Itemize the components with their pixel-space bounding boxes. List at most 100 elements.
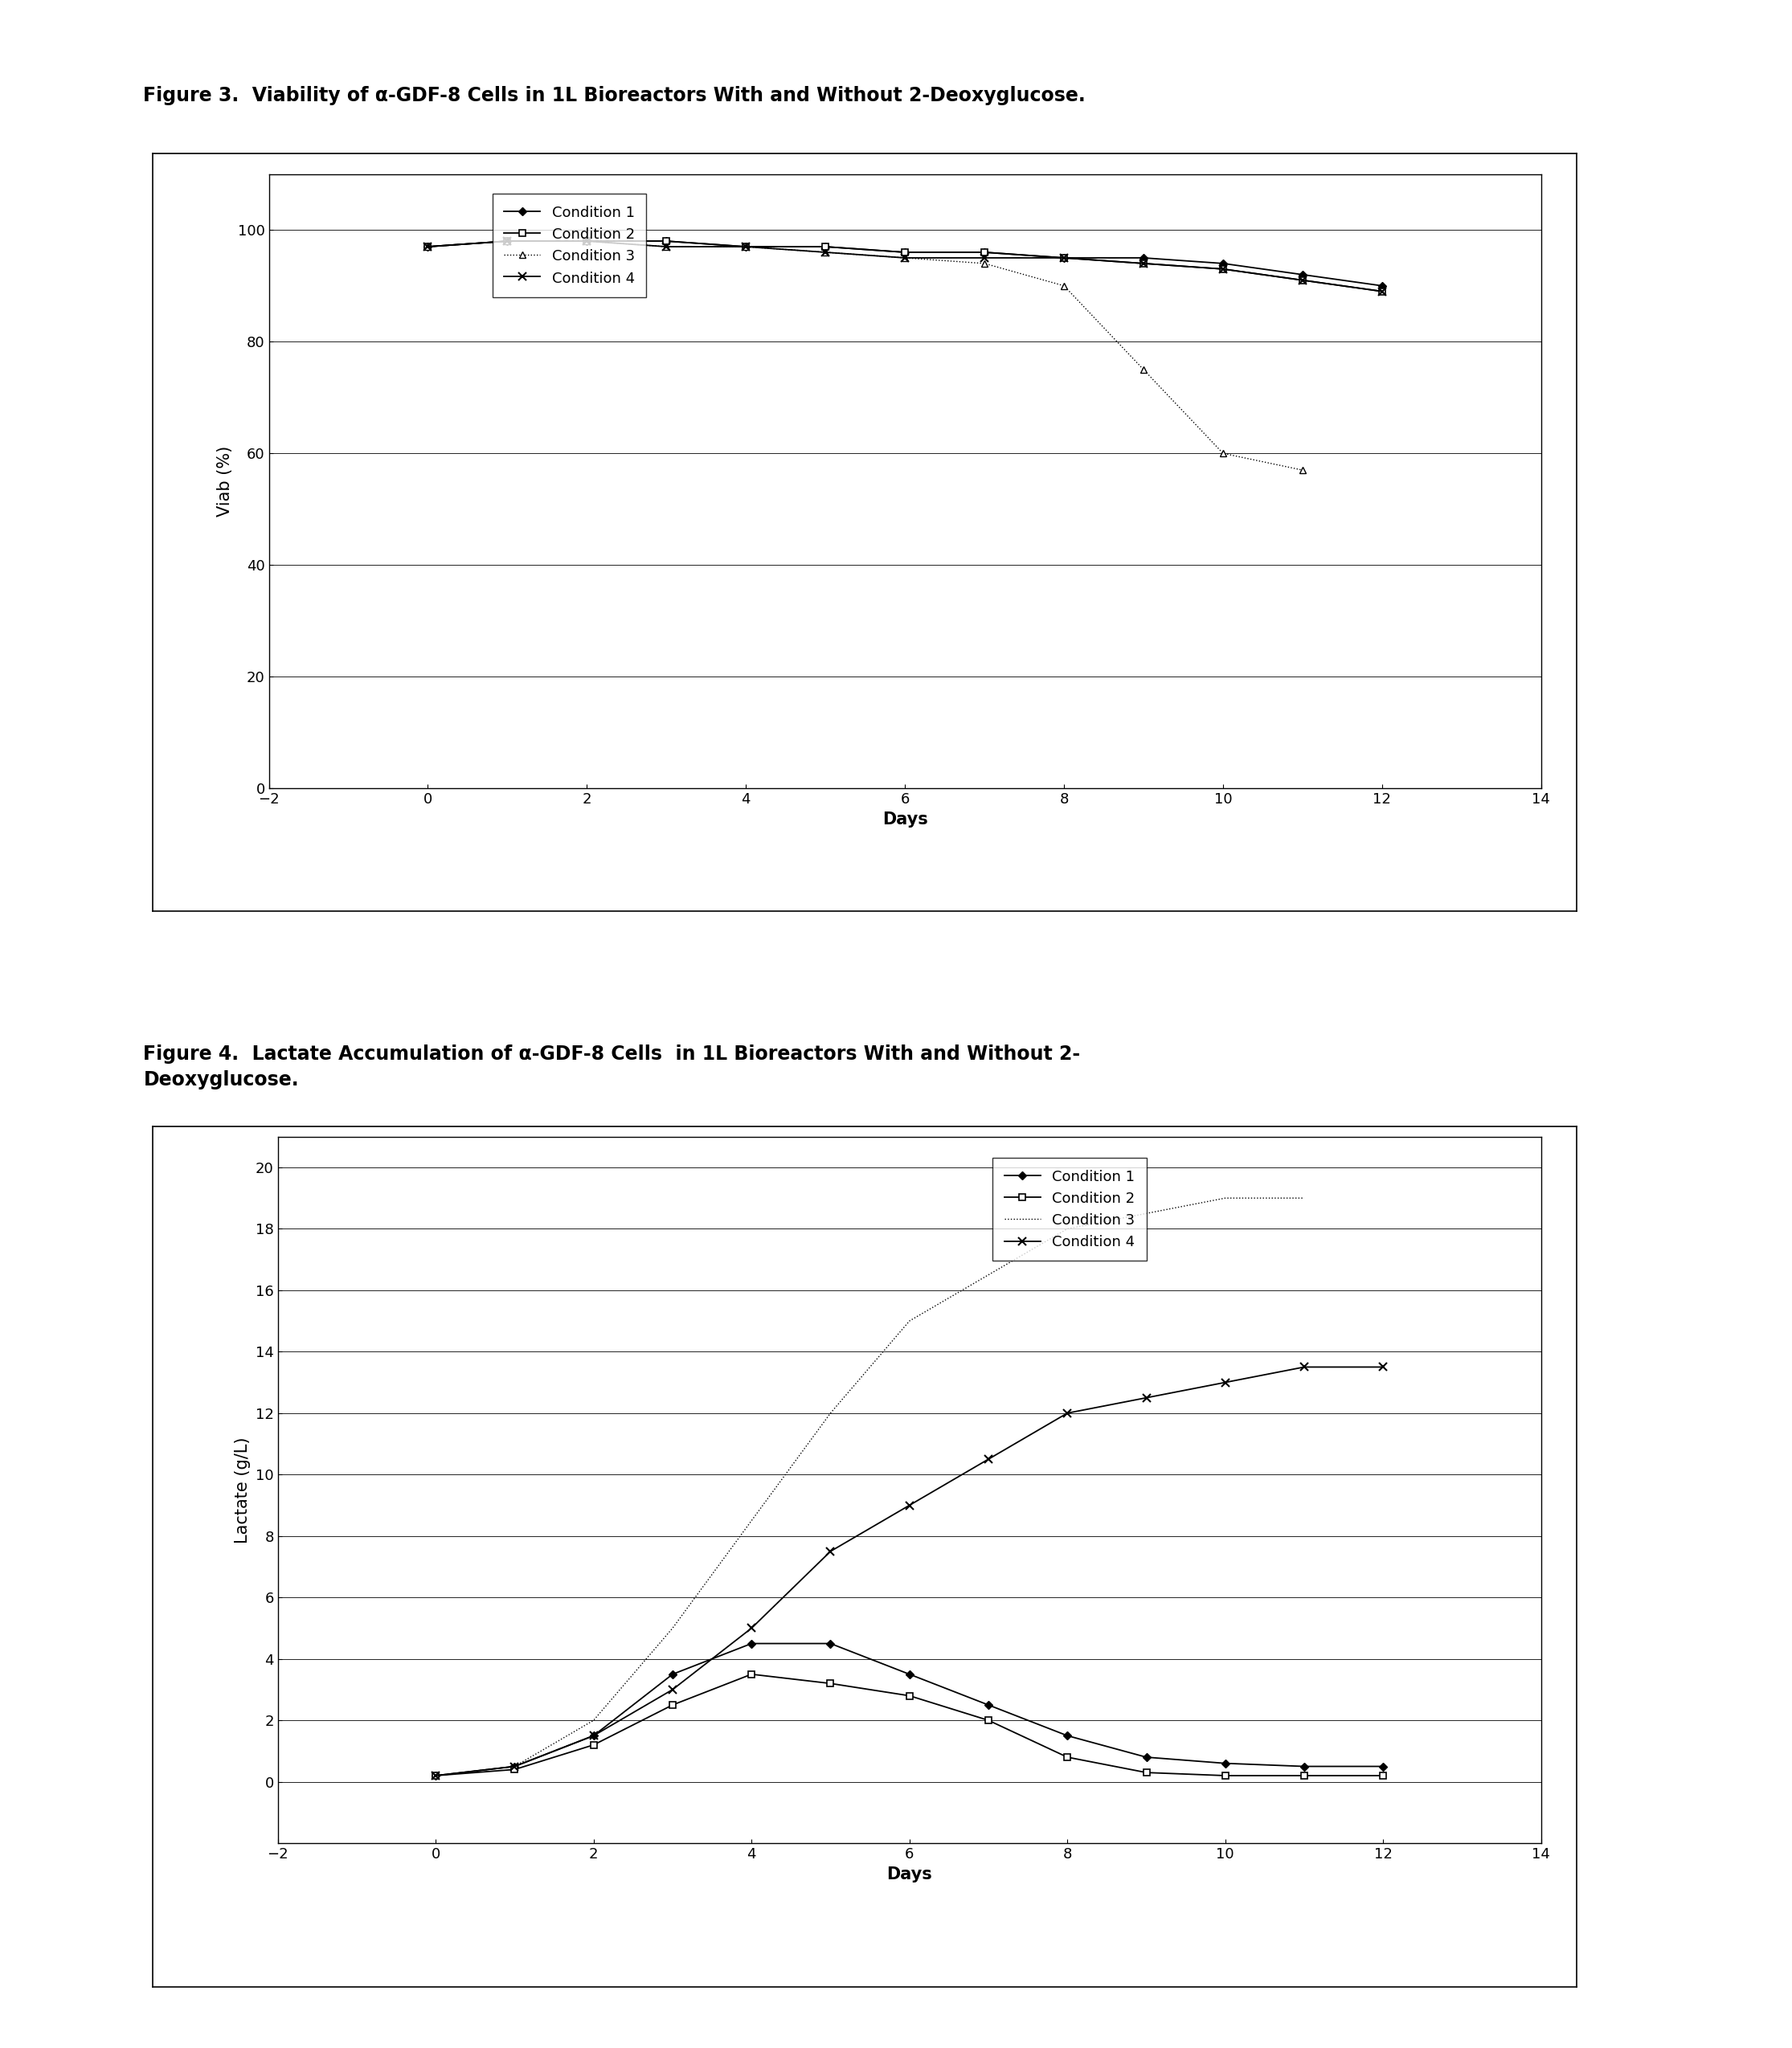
Condition 4 — [418, 233, 439, 258]
Condition 4 — [815, 240, 837, 264]
Condition 3 — [900, 1309, 921, 1333]
Condition 3 — [815, 240, 837, 264]
Condition 1 — [418, 233, 439, 258]
Condition 3 — [1057, 1217, 1079, 1241]
Condition 1 — [661, 1663, 683, 1688]
Condition 1 — [656, 229, 677, 254]
Condition 2 — [1215, 1763, 1236, 1788]
Condition 3 — [978, 1262, 1000, 1288]
Condition 4 — [900, 1493, 921, 1518]
Line: Condition 2: Condition 2 — [432, 1671, 1387, 1780]
Condition 2 — [1371, 279, 1392, 303]
Condition 1 — [1215, 1751, 1236, 1776]
Condition 4 — [1211, 256, 1233, 281]
Condition 1 — [577, 229, 599, 254]
Condition 3 — [577, 229, 599, 254]
Condition 2 — [582, 1733, 604, 1757]
Condition 2 — [1373, 1763, 1394, 1788]
Condition 2 — [1057, 1745, 1079, 1769]
Condition 3 — [504, 1753, 525, 1778]
Condition 1 — [894, 240, 916, 264]
Condition 4 — [656, 233, 677, 258]
Condition 4 — [1294, 1356, 1315, 1380]
Line: Condition 2: Condition 2 — [425, 238, 1385, 295]
Condition 2 — [973, 240, 995, 264]
Y-axis label: Lactate (g/L): Lactate (g/L) — [235, 1438, 251, 1542]
Condition 4 — [582, 1724, 604, 1749]
X-axis label: Days: Days — [887, 1866, 932, 1882]
Condition 4 — [819, 1540, 840, 1565]
Condition 2 — [577, 229, 599, 254]
Condition 3 — [418, 233, 439, 258]
Condition 4 — [425, 1763, 446, 1788]
Condition 2 — [900, 1683, 921, 1708]
Condition 2 — [418, 233, 439, 258]
Condition 2 — [656, 229, 677, 254]
Condition 1 — [1136, 1745, 1158, 1769]
Line: Condition 3: Condition 3 — [425, 238, 1306, 473]
Condition 4 — [894, 246, 916, 270]
Condition 2 — [1054, 246, 1075, 270]
Condition 2 — [815, 233, 837, 258]
Condition 2 — [894, 240, 916, 264]
Condition 1 — [582, 1724, 604, 1749]
Condition 2 — [496, 229, 518, 254]
Condition 1 — [973, 240, 995, 264]
Condition 3 — [1136, 1200, 1158, 1225]
Condition 3 — [1054, 274, 1075, 299]
Condition 4 — [1057, 1401, 1079, 1425]
Condition 1 — [735, 233, 756, 258]
Condition 1 — [1373, 1753, 1394, 1778]
Condition 1 — [1054, 246, 1075, 270]
Condition 1 — [504, 1753, 525, 1778]
Line: Condition 1: Condition 1 — [425, 238, 1385, 289]
Condition 4 — [1136, 1386, 1158, 1411]
Condition 3 — [1215, 1186, 1236, 1210]
Condition 1 — [819, 1630, 840, 1655]
Condition 1 — [1294, 1753, 1315, 1778]
Line: Condition 1: Condition 1 — [434, 1640, 1385, 1778]
Condition 2 — [504, 1757, 525, 1782]
Condition 4 — [1133, 252, 1154, 276]
Line: Condition 4: Condition 4 — [425, 238, 1385, 295]
Condition 2 — [1292, 268, 1314, 293]
Condition 3 — [425, 1763, 446, 1788]
Condition 3 — [656, 233, 677, 258]
Condition 3 — [740, 1507, 762, 1532]
Condition 1 — [815, 233, 837, 258]
Condition 4 — [577, 229, 599, 254]
Condition 4 — [1215, 1370, 1236, 1395]
Condition 1 — [425, 1763, 446, 1788]
Condition 4 — [978, 1448, 1000, 1473]
Text: Figure 3.  Viability of α-GDF-8 Cells in 1L Bioreactors With and Without 2-Deoxy: Figure 3. Viability of α-GDF-8 Cells in … — [143, 86, 1086, 104]
Condition 3 — [1133, 356, 1154, 381]
Condition 3 — [973, 252, 995, 276]
Condition 3 — [1211, 440, 1233, 465]
Condition 4 — [735, 233, 756, 258]
Condition 3 — [496, 229, 518, 254]
Condition 1 — [1057, 1724, 1079, 1749]
Condition 1 — [1211, 252, 1233, 276]
X-axis label: Days: Days — [882, 811, 928, 827]
Condition 2 — [819, 1671, 840, 1696]
Line: Condition 4: Condition 4 — [432, 1364, 1387, 1780]
Condition 4 — [661, 1677, 683, 1702]
Condition 2 — [1294, 1763, 1315, 1788]
Condition 4 — [504, 1753, 525, 1778]
Condition 3 — [819, 1401, 840, 1425]
Condition 1 — [978, 1692, 1000, 1716]
Condition 1 — [1371, 274, 1392, 299]
Condition 1 — [740, 1630, 762, 1655]
Condition 1 — [496, 229, 518, 254]
Condition 1 — [900, 1663, 921, 1688]
Condition 4 — [496, 229, 518, 254]
Text: Figure 4.  Lactate Accumulation of α-GDF-8 Cells  in 1L Bioreactors With and Wit: Figure 4. Lactate Accumulation of α-GDF-… — [143, 1044, 1081, 1090]
Condition 2 — [661, 1692, 683, 1716]
Condition 4 — [973, 246, 995, 270]
Condition 2 — [425, 1763, 446, 1788]
Condition 3 — [1294, 1186, 1315, 1210]
Condition 2 — [1136, 1759, 1158, 1784]
Y-axis label: Viab (%): Viab (%) — [217, 446, 233, 516]
Condition 3 — [894, 246, 916, 270]
Condition 2 — [735, 233, 756, 258]
